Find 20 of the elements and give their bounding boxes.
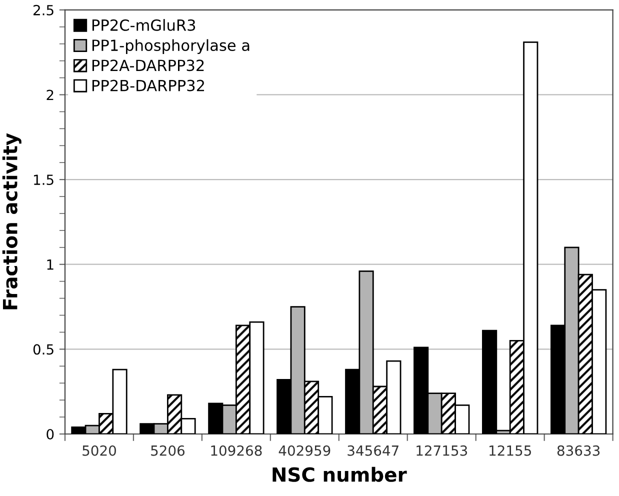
legend-label: PP1-phosphorylase a — [92, 39, 250, 54]
legend-label: PP2B-DARPP32 — [92, 80, 204, 92]
x-tick-label: 83633 — [557, 445, 600, 456]
y-tick-label: 1.5 — [34, 174, 54, 186]
legend-label: PP2A-DARPP32 — [92, 60, 204, 72]
y-tick-label: 2 — [46, 90, 54, 100]
y-tick-label: 0 — [46, 428, 54, 440]
y-axis-title: Fraction activity — [2, 133, 22, 310]
x-tick-label: 127153 — [416, 445, 468, 456]
x-tick-label: 345647 — [348, 445, 398, 456]
x-tick-label: 402959 — [278, 445, 330, 456]
y-tick-label: 2.5 — [34, 4, 54, 16]
y-tick-label: 0.5 — [33, 344, 54, 355]
x-tick-label: 109268 — [211, 445, 262, 456]
y-tick-label: 1 — [47, 260, 54, 270]
x-tick-label: 5206 — [151, 445, 185, 456]
x-tick-label: 5020 — [82, 445, 116, 456]
legend-label: PP2C-mGluR3 — [92, 19, 196, 31]
x-axis-title: NSC number — [272, 466, 407, 482]
x-tick-label: 12155 — [490, 445, 531, 456]
